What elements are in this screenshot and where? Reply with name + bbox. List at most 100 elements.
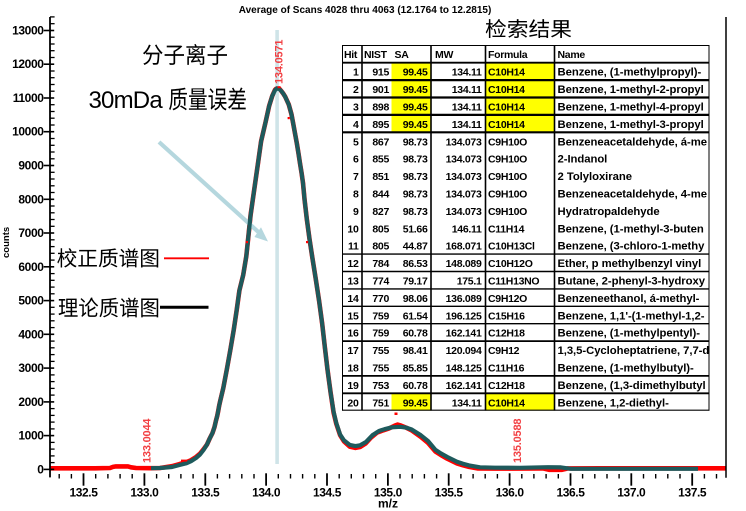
svg-text:755: 755: [372, 363, 389, 375]
svg-text:136.5: 136.5: [556, 485, 585, 499]
svg-text:85.85: 85.85: [403, 363, 428, 375]
svg-text:C10H14: C10H14: [488, 84, 525, 96]
svg-text:60.78: 60.78: [403, 328, 428, 340]
svg-text:C10H14: C10H14: [488, 119, 525, 131]
svg-text:755: 755: [372, 345, 389, 357]
svg-text:15: 15: [347, 310, 359, 322]
svg-text:C9H10O: C9H10O: [488, 189, 527, 201]
svg-text:7: 7: [353, 171, 359, 183]
svg-text:Ether, p methylbenzyl vinyl: Ether, p methylbenzyl vinyl: [558, 258, 702, 270]
svg-text:137.0: 137.0: [617, 485, 646, 499]
svg-text:86.53: 86.53: [403, 258, 428, 270]
svg-text:98.06: 98.06: [403, 293, 428, 305]
svg-text:805: 805: [372, 223, 389, 235]
svg-text:168.071: 168.071: [446, 241, 482, 253]
svg-text:1,3,5-Cycloheptatriene, 7,7-d: 1,3,5-Cycloheptatriene, 7,7-d: [558, 345, 710, 357]
svg-text:C9H10O: C9H10O: [488, 206, 527, 218]
svg-text:C11H14: C11H14: [488, 223, 525, 235]
svg-text:4000: 4000: [18, 327, 44, 341]
svg-text:855: 855: [372, 154, 389, 166]
svg-text:8000: 8000: [18, 192, 44, 206]
svg-text:5: 5: [353, 136, 359, 148]
svg-text:13: 13: [347, 276, 359, 288]
svg-text:Benzene, (1-methylbutyl)-: Benzene, (1-methylbutyl)-: [558, 363, 694, 375]
svg-text:Average of Scans 4028 thru 406: Average of Scans 4028 thru 4063 (12.1764…: [239, 5, 492, 16]
svg-text:136.089: 136.089: [446, 293, 482, 305]
svg-text:805: 805: [372, 241, 389, 253]
svg-text:134.5: 134.5: [313, 485, 342, 499]
svg-text:Benzene, (1-methyl-3-buten: Benzene, (1-methyl-3-buten: [558, 223, 704, 235]
svg-text:895: 895: [372, 119, 389, 131]
svg-text:98.73: 98.73: [403, 154, 428, 166]
svg-text:18: 18: [347, 363, 359, 375]
svg-text:C10H14: C10H14: [488, 102, 525, 114]
svg-text:C11H16: C11H16: [488, 363, 525, 375]
svg-text:Benzene, (3-chloro-1-methy: Benzene, (3-chloro-1-methy: [558, 241, 706, 253]
svg-text:MW: MW: [435, 49, 453, 61]
svg-text:30mDa: 30mDa: [89, 87, 164, 114]
svg-text:Benzene, 1-methyl-2-propyl: Benzene, 1-methyl-2-propyl: [558, 84, 704, 96]
svg-text:20: 20: [347, 397, 359, 409]
svg-text:61.54: 61.54: [403, 310, 428, 322]
svg-text:851: 851: [372, 171, 389, 183]
svg-text:1: 1: [353, 67, 359, 79]
svg-text:11000: 11000: [13, 91, 44, 105]
svg-text:146.11: 146.11: [452, 223, 482, 235]
svg-text:98.73: 98.73: [403, 189, 428, 201]
svg-text:Benzene, 1-methyl-4-propyl: Benzene, 1-methyl-4-propyl: [558, 102, 704, 114]
svg-text:134.11: 134.11: [452, 397, 482, 409]
svg-text:133.0044: 133.0044: [142, 418, 154, 463]
svg-text:Benzene, 1-methyl-3-propyl: Benzene, 1-methyl-3-propyl: [558, 119, 704, 131]
svg-text:2 Tolyloxirane: 2 Tolyloxirane: [558, 171, 632, 183]
svg-text:C9H12O: C9H12O: [488, 293, 527, 305]
svg-text:134.11: 134.11: [452, 84, 482, 96]
svg-text:134.11: 134.11: [452, 119, 482, 131]
svg-text:134.11: 134.11: [452, 102, 482, 114]
svg-text:12000: 12000: [12, 57, 44, 71]
svg-text:51.66: 51.66: [403, 223, 428, 235]
svg-text:120.094: 120.094: [446, 345, 482, 357]
svg-text:134.0571: 134.0571: [274, 40, 286, 84]
svg-text:79.17: 79.17: [403, 276, 428, 288]
svg-text:98.73: 98.73: [403, 206, 428, 218]
svg-text:196.125: 196.125: [446, 310, 482, 322]
svg-text:NIST: NIST: [364, 49, 388, 61]
svg-text:44.87: 44.87: [403, 241, 428, 253]
svg-text:99.45: 99.45: [403, 119, 428, 131]
svg-text:C9H12: C9H12: [488, 345, 520, 357]
svg-text:C10H14: C10H14: [488, 397, 525, 409]
svg-text:Formula: Formula: [488, 49, 528, 61]
svg-text:Benzeneethanol, á-methyl-: Benzeneethanol, á-methyl-: [558, 293, 700, 305]
svg-text:136.0: 136.0: [496, 485, 525, 499]
svg-text:867: 867: [372, 136, 389, 148]
svg-text:9: 9: [353, 206, 359, 218]
svg-text:C9H10O: C9H10O: [488, 171, 527, 183]
svg-text:10: 10: [347, 223, 359, 235]
svg-text:753: 753: [372, 380, 389, 392]
svg-text:134.073: 134.073: [446, 189, 482, 201]
svg-text:148.125: 148.125: [446, 363, 482, 375]
svg-text:13000: 13000: [12, 24, 44, 38]
svg-text:19: 19: [347, 380, 359, 392]
svg-text:8: 8: [353, 189, 359, 201]
svg-text:2: 2: [353, 84, 359, 96]
svg-text:134.073: 134.073: [446, 206, 482, 218]
svg-text:135.5: 135.5: [435, 485, 464, 499]
svg-text:3000: 3000: [18, 361, 44, 375]
svg-text:134.073: 134.073: [446, 154, 482, 166]
svg-text:60.78: 60.78: [403, 380, 428, 392]
svg-text:Benzeneacetaldehyde, á-me: Benzeneacetaldehyde, á-me: [558, 136, 707, 148]
svg-text:175.1: 175.1: [457, 276, 482, 288]
svg-text:C15H16: C15H16: [488, 310, 525, 322]
svg-text:14: 14: [347, 293, 359, 305]
svg-text:135.0: 135.0: [374, 485, 403, 499]
svg-text:2-Indanol: 2-Indanol: [558, 154, 608, 166]
svg-text:Hydratropaldehyde: Hydratropaldehyde: [558, 206, 660, 218]
svg-text:Benzene, (1,3-dimethylbutyl: Benzene, (1,3-dimethylbutyl: [558, 380, 706, 392]
svg-text:759: 759: [372, 328, 389, 340]
svg-text:C9H10O: C9H10O: [488, 154, 527, 166]
svg-text:134.073: 134.073: [446, 136, 482, 148]
svg-text:7000: 7000: [18, 226, 44, 240]
svg-text:98.73: 98.73: [403, 136, 428, 148]
svg-text:162.141: 162.141: [446, 380, 482, 392]
